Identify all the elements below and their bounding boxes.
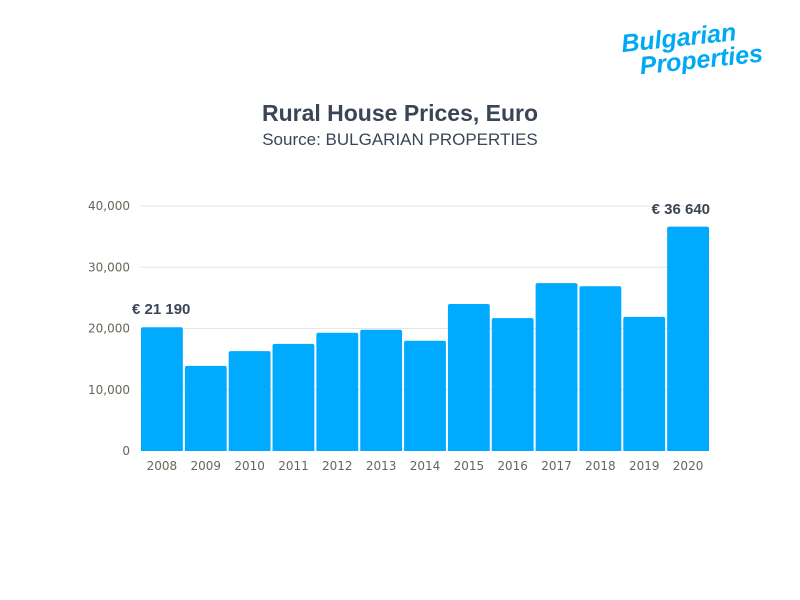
bar-2020 — [667, 226, 709, 451]
x-tick-label: 2018 — [585, 459, 616, 473]
x-tick-label: 2020 — [673, 459, 704, 473]
bar-2018 — [579, 286, 622, 451]
x-tick-label: 2015 — [454, 459, 485, 473]
x-tick-label: 2014 — [410, 459, 441, 473]
bar-2009 — [184, 365, 227, 451]
x-tick-label: 2019 — [629, 459, 660, 473]
bar-2012 — [316, 332, 359, 451]
y-tick-label: 0 — [122, 444, 130, 458]
bar-2014 — [404, 340, 446, 451]
x-tick-label: 2013 — [366, 459, 397, 473]
bulgarian-properties-logo: Bulgarian Properties — [620, 18, 764, 74]
chart-title: Rural House Prices, Euro — [261, 100, 539, 126]
x-tick-label: 2017 — [541, 459, 572, 473]
x-tick-label: 2016 — [497, 459, 528, 473]
x-tick-label: 2009 — [190, 459, 221, 473]
bar-2015 — [447, 304, 490, 451]
bar-2016 — [491, 318, 534, 451]
x-tick-label: 2011 — [278, 459, 309, 473]
bar-2011 — [272, 343, 315, 451]
bar-2008 — [141, 327, 183, 451]
y-tick-label: 10,000 — [88, 383, 130, 397]
chart-subtitle: Source: BULGARIAN PROPERTIES — [262, 130, 538, 149]
bar-2017 — [535, 283, 578, 451]
y-tick-label: 30,000 — [88, 260, 130, 274]
data-label: € 36 640 — [652, 201, 710, 218]
x-tick-label: 2010 — [234, 459, 265, 473]
bar-2013 — [360, 329, 403, 451]
bar-2010 — [228, 351, 271, 451]
bar-2019 — [623, 316, 666, 451]
data-label: € 21 190 — [132, 301, 190, 318]
x-tick-label: 2012 — [322, 459, 353, 473]
y-tick-label: 40,000 — [88, 199, 130, 213]
y-tick-label: 20,000 — [88, 322, 130, 336]
x-tick-label: 2008 — [147, 459, 178, 473]
